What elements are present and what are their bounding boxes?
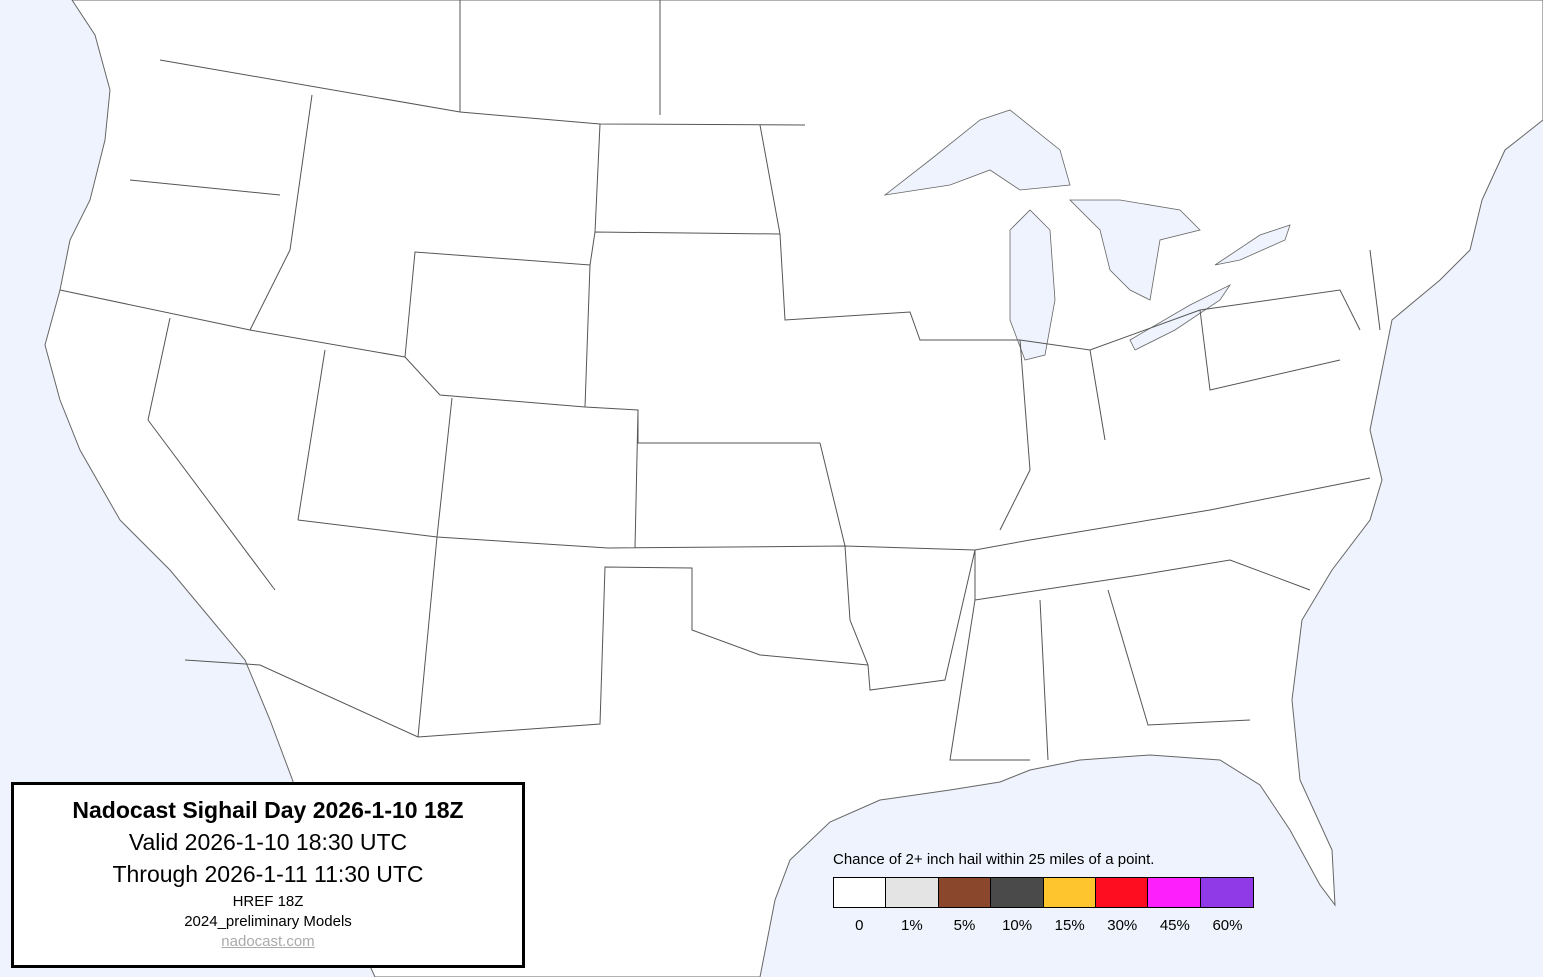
legend-swatch (1095, 878, 1149, 907)
legend-swatch (938, 878, 992, 907)
valid-time: Valid 2026-1-10 18:30 UTC (128, 829, 408, 855)
legend-label: 10% (1002, 917, 1033, 934)
map-title: Nadocast Sighail Day 2026-1-10 18Z (72, 797, 464, 823)
legend-swatch (1148, 878, 1201, 907)
legend-label: 60% (1212, 917, 1243, 934)
legend-title: Chance of 2+ inch hail within 25 miles o… (833, 851, 1155, 868)
legend-label: 45% (1159, 917, 1190, 934)
legend-swatches (833, 877, 1254, 908)
legend-swatch (886, 878, 939, 907)
models-version: 2024_preliminary Models (184, 913, 352, 930)
legend: Chance of 2+ inch hail within 25 miles o… (833, 851, 1254, 934)
through-time: Through 2026-1-11 11:30 UTC (112, 861, 424, 887)
model-run: HREF 18Z (232, 893, 304, 910)
legend-swatch (834, 878, 887, 907)
legend-label: 0 (855, 917, 864, 934)
title-box: Nadocast Sighail Day 2026-1-10 18Z Valid… (11, 782, 525, 968)
land-mass (44, 0, 1543, 977)
legend-label: 1% (901, 917, 923, 934)
legend-swatch (991, 878, 1044, 907)
legend-swatch (1043, 878, 1096, 907)
state-borders (59, 0, 1381, 761)
legend-label: 30% (1107, 917, 1138, 934)
legend-swatch (1200, 878, 1253, 907)
legend-label: 5% (953, 917, 976, 934)
nadocast-link[interactable]: nadocast.com (221, 933, 315, 950)
legend-label: 15% (1054, 917, 1085, 934)
